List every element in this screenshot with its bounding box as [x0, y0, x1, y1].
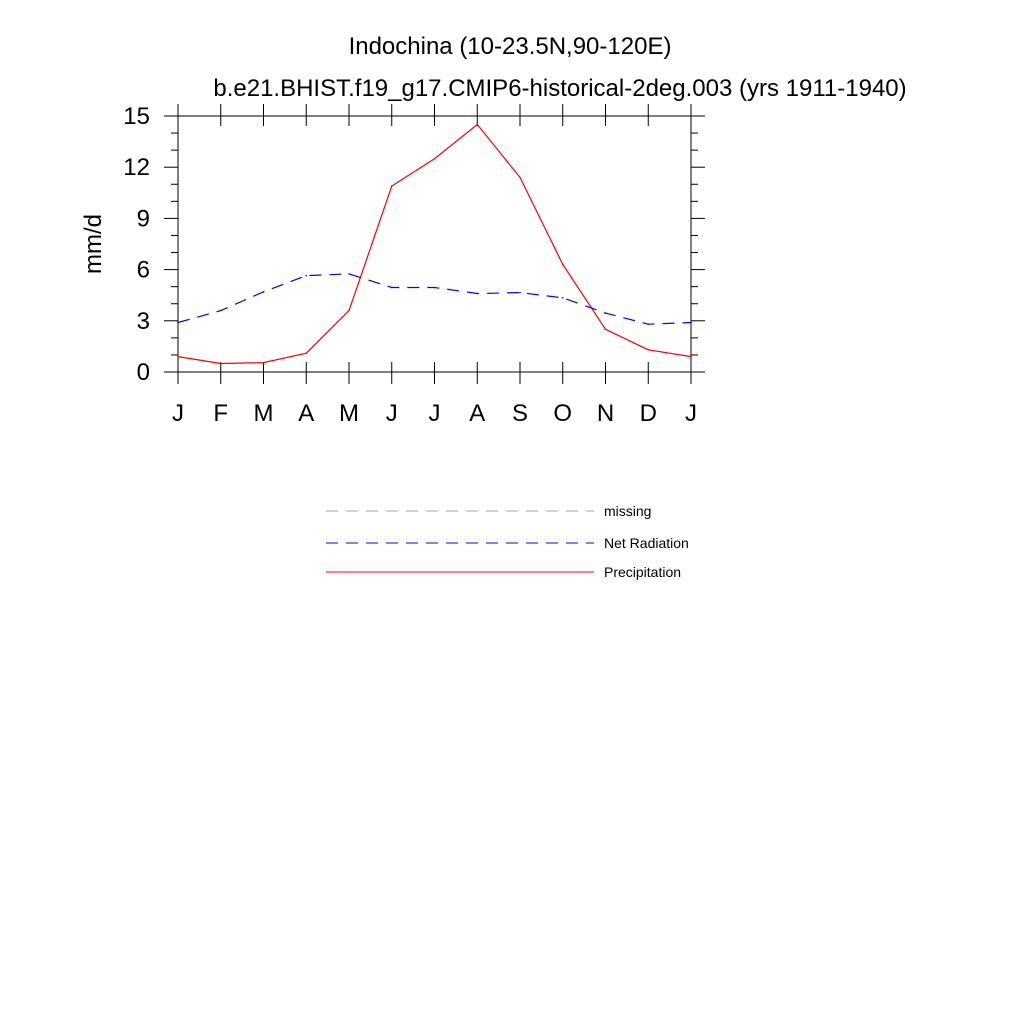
data-point: [519, 176, 521, 179]
y-tick-label: 15: [123, 103, 150, 130]
data-point: [219, 309, 222, 312]
data-point: [561, 296, 564, 299]
data-point: [519, 291, 521, 294]
y-tick-label: 9: [137, 205, 150, 232]
data-point: [262, 290, 265, 293]
x-tick-label: M: [254, 400, 274, 427]
x-tick-label: J: [386, 400, 398, 427]
data-point: [476, 123, 479, 126]
data-point: [348, 273, 350, 275]
legend-label-1: Net Radiation: [604, 535, 689, 551]
chart-title: Indochina (10-23.5N,90-120E): [349, 33, 672, 60]
data-point: [604, 328, 607, 331]
x-tick-label: N: [597, 400, 614, 427]
x-tick-label: F: [213, 400, 228, 427]
data-point: [262, 361, 265, 364]
y-axis-label: mm/d: [80, 214, 107, 274]
series-line-0: [177, 123, 692, 365]
data-point: [561, 263, 564, 266]
x-tick-label: A: [298, 400, 314, 427]
data-point: [433, 286, 436, 289]
data-point: [177, 355, 179, 358]
y-tick-label: 6: [137, 257, 150, 284]
data-point: [390, 185, 393, 187]
data-point: [390, 286, 393, 289]
data-point: [433, 157, 436, 160]
data-point: [647, 323, 650, 326]
x-tick-label: M: [339, 400, 359, 427]
series-line-1: [177, 273, 692, 325]
data-point: [177, 321, 179, 324]
data-point: [476, 292, 479, 295]
data-point: [690, 355, 692, 358]
data-point: [305, 274, 308, 277]
x-tick-label: O: [553, 400, 572, 427]
x-tick-label: A: [469, 400, 485, 427]
chart-subtitle: b.e21.BHIST.f19_g17.CMIP6-historical-2de…: [213, 75, 906, 102]
x-tick-label: J: [429, 400, 441, 427]
data-point: [604, 312, 607, 314]
data-point: [348, 309, 350, 312]
data-point: [647, 349, 650, 351]
x-tick-label: D: [640, 400, 657, 427]
x-tick-label: J: [172, 400, 184, 427]
legend: missing Net Radiation Precipitation: [326, 503, 689, 580]
data-point: [690, 321, 692, 324]
y-tick-label: 0: [137, 359, 150, 386]
legend-label-0: missing: [604, 503, 651, 519]
data-point: [219, 362, 222, 365]
legend-label-2: Precipitation: [604, 564, 681, 580]
y-tick-label: 12: [123, 154, 150, 181]
data-point: [305, 352, 308, 355]
x-tick-label: S: [512, 400, 528, 427]
y-tick-label: 3: [137, 308, 150, 335]
x-tick-label: J: [685, 400, 697, 427]
